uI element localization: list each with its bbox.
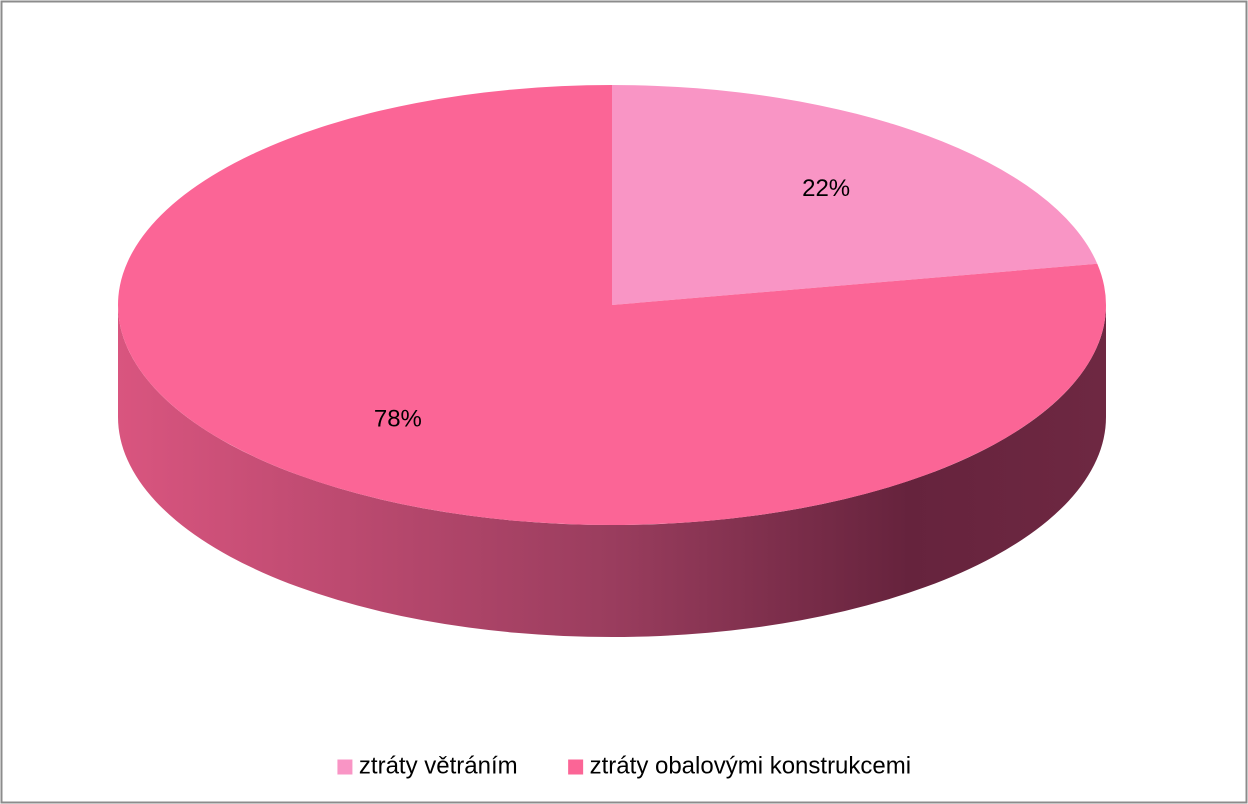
legend-label: ztráty obalovými konstrukcemi: [590, 752, 911, 779]
pie-slice: [117, 85, 1106, 525]
data-label: 22%: [802, 175, 850, 202]
data-label: 78%: [374, 406, 422, 433]
legend-label: ztráty větráním: [359, 752, 518, 779]
legend-marker: [336, 758, 354, 776]
pie-side: [118, 305, 1106, 637]
pie-slice: [612, 85, 1098, 305]
legend-marker: [567, 758, 585, 776]
